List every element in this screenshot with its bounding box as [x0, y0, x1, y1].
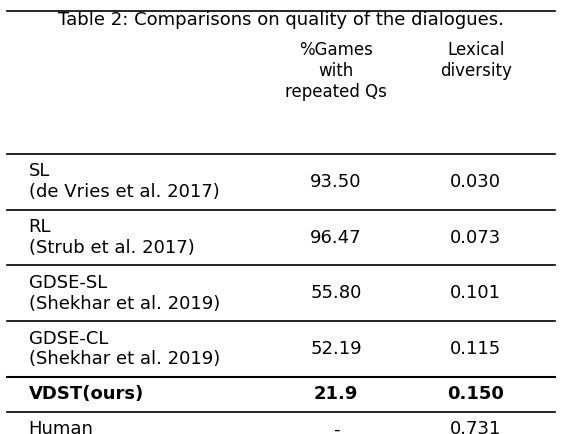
Text: 0.115: 0.115 [450, 340, 501, 358]
Text: 21.9: 21.9 [314, 385, 358, 403]
Text: RL
(Strub et al. 2017): RL (Strub et al. 2017) [29, 218, 194, 257]
Text: 0.150: 0.150 [447, 385, 504, 403]
Text: Lexical
diversity: Lexical diversity [440, 41, 512, 80]
Text: Human: Human [29, 421, 93, 434]
Text: Table 2: Comparisons on quality of the dialogues.: Table 2: Comparisons on quality of the d… [58, 11, 504, 29]
Text: 0.030: 0.030 [450, 173, 501, 191]
Text: 96.47: 96.47 [310, 229, 362, 247]
Text: GDSE-CL
(Shekhar et al. 2019): GDSE-CL (Shekhar et al. 2019) [29, 329, 220, 368]
Text: 52.19: 52.19 [310, 340, 362, 358]
Text: 55.80: 55.80 [310, 284, 361, 302]
Text: %Games
with
repeated Qs: %Games with repeated Qs [285, 41, 387, 101]
Text: 0.073: 0.073 [450, 229, 501, 247]
Text: SL
(de Vries et al. 2017): SL (de Vries et al. 2017) [29, 162, 219, 201]
Text: 93.50: 93.50 [310, 173, 361, 191]
Text: 0.101: 0.101 [450, 284, 501, 302]
Text: -: - [333, 421, 339, 434]
Text: VDST(ours): VDST(ours) [29, 385, 144, 403]
Text: GDSE-SL
(Shekhar et al. 2019): GDSE-SL (Shekhar et al. 2019) [29, 274, 220, 312]
Text: 0.731: 0.731 [450, 421, 501, 434]
